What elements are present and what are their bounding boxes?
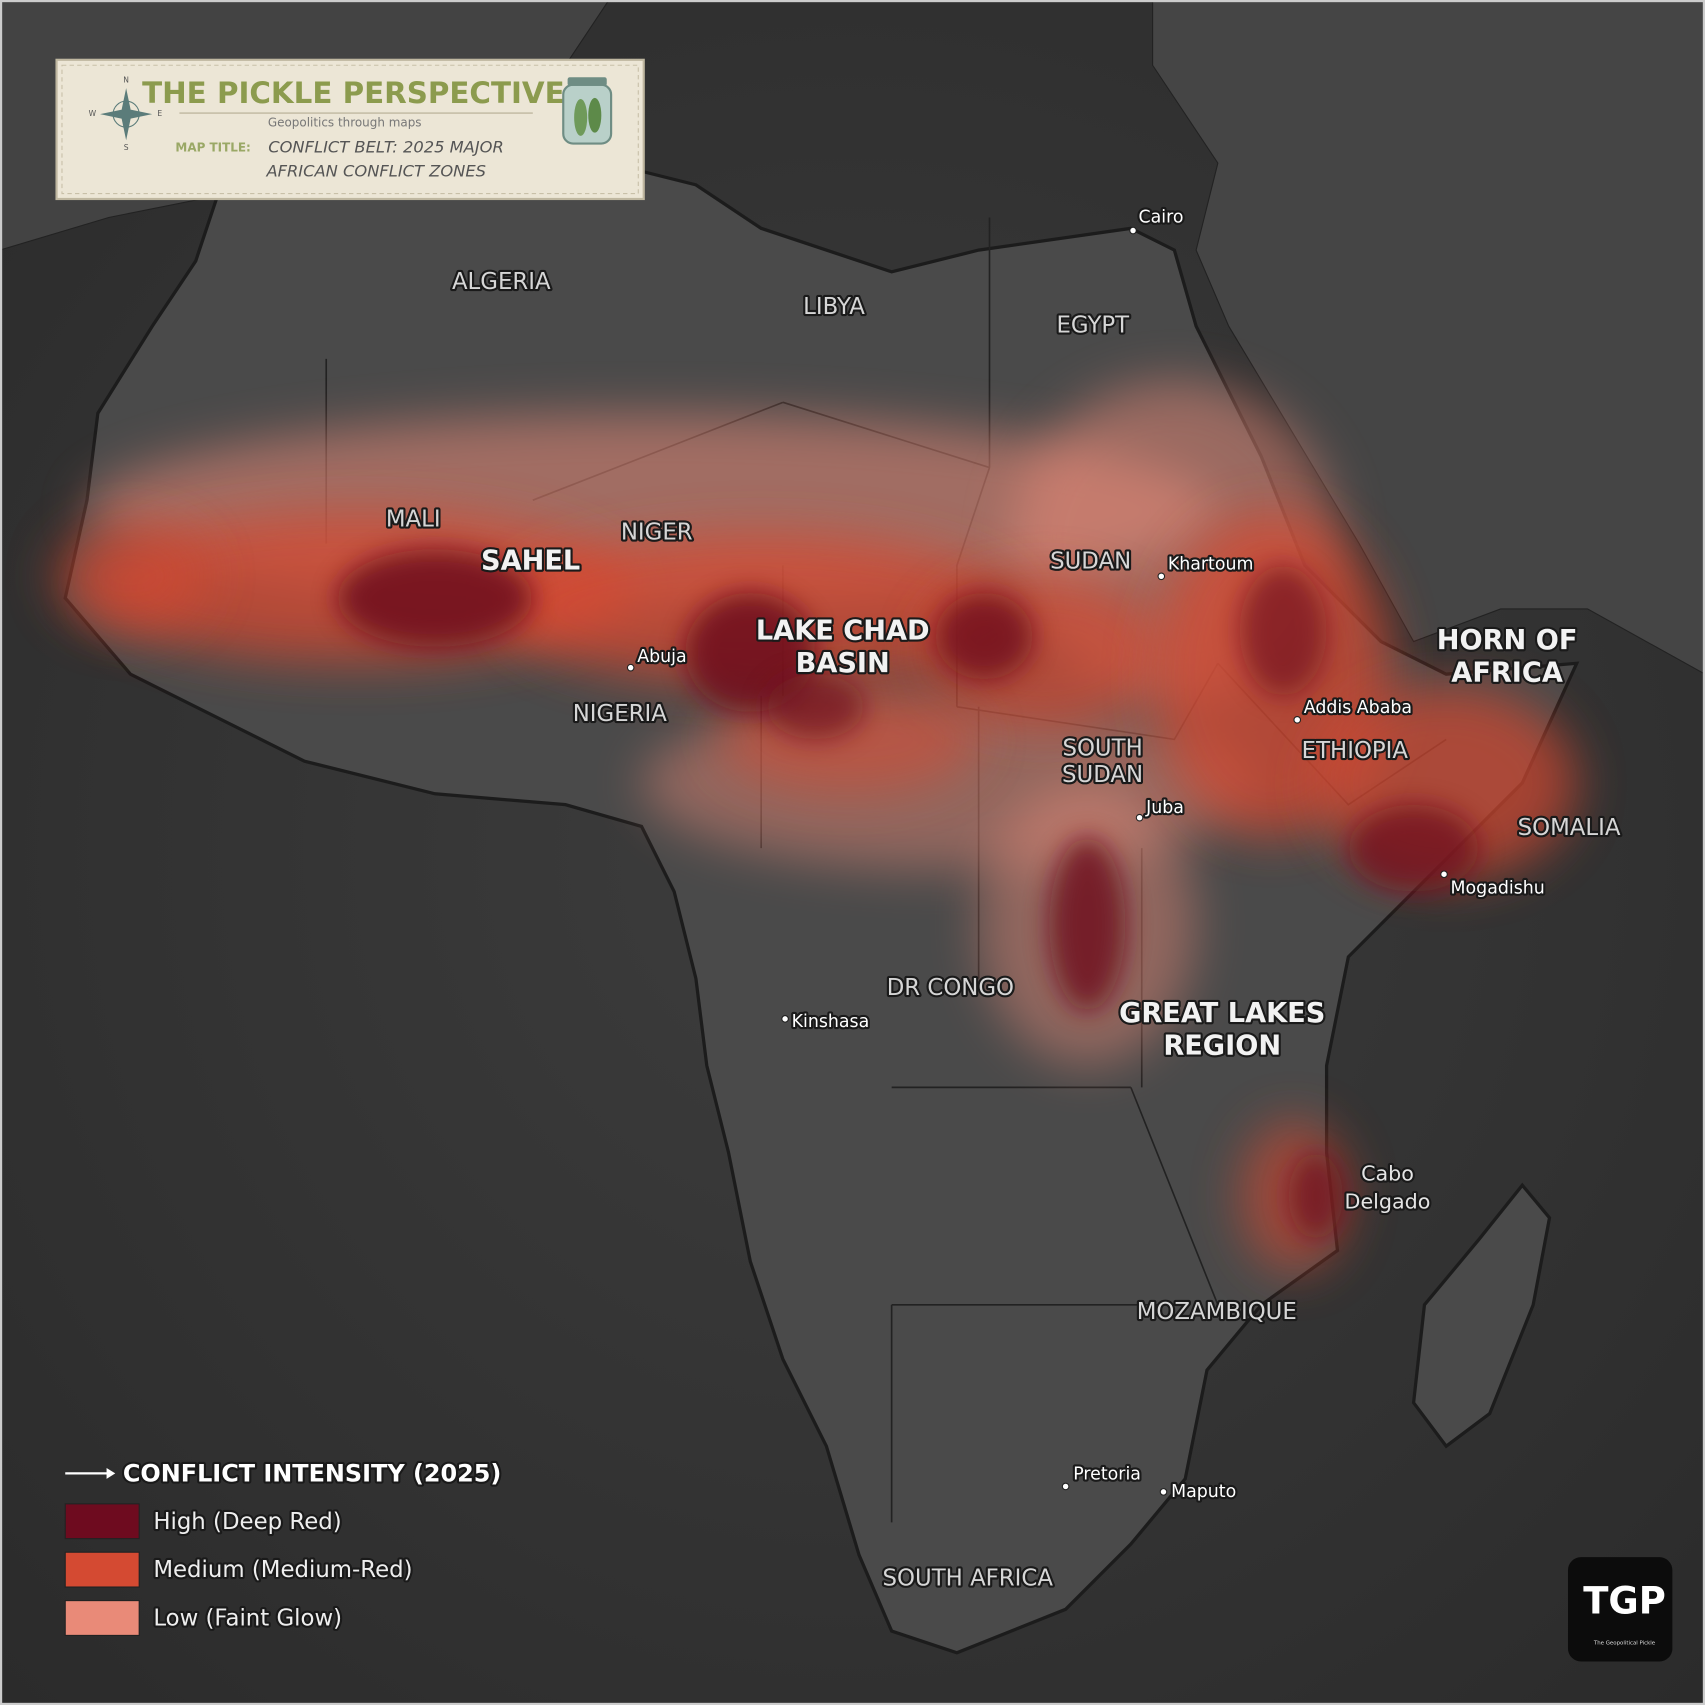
city-dot	[1159, 1488, 1168, 1496]
panel-frame	[61, 64, 639, 195]
country-label: SUDAN	[1050, 549, 1131, 575]
country-label: LIBYA	[803, 294, 865, 320]
city-label: Mogadishu	[1451, 878, 1545, 898]
country-label: MOZAMBIQUE	[1137, 1299, 1297, 1325]
legend-swatch	[64, 1551, 140, 1588]
city-label: Maputo	[1171, 1482, 1236, 1502]
region-label: Cabo	[1361, 1161, 1414, 1185]
city-dot	[1157, 572, 1166, 581]
heat-blob	[766, 674, 865, 740]
map-title: AFRICAN CONFLICT ZONES	[265, 161, 486, 180]
jar-icon	[562, 77, 613, 145]
legend-label: Medium (Medium-Red)	[153, 1557, 412, 1583]
logo-text: TGP	[1583, 1579, 1666, 1622]
compass-letter: S	[124, 143, 129, 152]
heat-blob	[1348, 804, 1479, 892]
region-label: REGION	[1163, 1031, 1281, 1062]
heat-blob	[935, 592, 1034, 680]
heat-blob	[1239, 565, 1327, 696]
region-label: GREAT LAKES	[1119, 998, 1325, 1029]
country-label: EGYPT	[1056, 313, 1130, 339]
city-label: Pretoria	[1073, 1464, 1141, 1484]
city-dot	[1293, 716, 1302, 724]
city-label: Addis Ababa	[1304, 698, 1412, 718]
region-label: Delgado	[1345, 1190, 1431, 1214]
country-label: DR CONGO	[887, 975, 1014, 1001]
header-title: THE PICKLE PERSPECTIVE	[142, 76, 565, 110]
conflict-heat	[54, 380, 1577, 1273]
region-label: SAHEL	[481, 546, 580, 577]
labels: ALGERIA LIBYA EGYPT MALI NIGER SUDAN NIGERIA SO…	[384, 205, 1623, 1593]
city-dot	[1061, 1482, 1070, 1491]
region-label: LAKE CHAD	[756, 615, 930, 646]
legend-title: CONFLICT INTENSITY (2025)	[123, 1459, 502, 1487]
map-title: CONFLICT BELT: 2025 MAJOR	[268, 137, 504, 156]
country-label: NIGER	[621, 519, 693, 545]
country-label: MALI	[386, 506, 441, 532]
city-dot	[781, 1015, 789, 1023]
city-label: Kinshasa	[792, 1012, 870, 1032]
legend-swatch	[64, 1503, 140, 1540]
logo-caption: The Geopolitical Pickle	[1593, 1641, 1656, 1647]
heat-blob	[337, 549, 533, 647]
compass: N E S W	[89, 75, 163, 151]
city-dot	[1135, 813, 1144, 822]
header-subtitle: Geopolitics through maps	[268, 115, 422, 129]
country-label: NIGERIA	[573, 701, 668, 727]
country-label: SUDAN	[1062, 762, 1143, 788]
legend-label: Low (Faint Glow)	[153, 1606, 342, 1632]
city-label: Juba	[1145, 798, 1184, 818]
compass-letter: N	[123, 75, 129, 84]
panel-bg	[55, 58, 645, 201]
country-label: SOUTH AFRICA	[883, 1565, 1054, 1591]
city-label: Cairo	[1138, 207, 1183, 227]
legend: CONFLICT INTENSITY (2025) High (Deep Red…	[64, 1457, 504, 1636]
compass-letter: W	[89, 109, 97, 118]
country-label: ALGERIA	[452, 269, 551, 295]
legend-items: High (Deep Red) Medium (Medium-Red) Low (F…	[64, 1503, 415, 1636]
country-label: ETHIOPIA	[1302, 738, 1409, 764]
heat-blob	[1049, 837, 1126, 1012]
city-dot	[626, 663, 635, 672]
madagascar	[1411, 1182, 1552, 1449]
country-label: SOMALIA	[1518, 815, 1621, 841]
city-label: Abuja	[637, 647, 686, 667]
city-dot	[1129, 226, 1137, 235]
region-label: HORN OF	[1437, 625, 1578, 656]
country-label: SOUTH	[1062, 736, 1142, 762]
compass-letter: E	[157, 109, 162, 118]
region-label: BASIN	[796, 648, 890, 679]
heat-blob	[1288, 1152, 1343, 1240]
legend-label: High (Deep Red)	[153, 1509, 341, 1535]
logo-bg	[1567, 1557, 1673, 1662]
header-panel: N E S W THE PICKLE PERSPECTIVE Geopoliti…	[55, 58, 645, 201]
city-dot	[1440, 870, 1448, 879]
heat-blob	[685, 592, 816, 713]
city-label: Khartoum	[1168, 554, 1254, 574]
region-label: AFRICA	[1451, 658, 1563, 689]
map-title-label: MAP TITLE:	[175, 140, 250, 154]
logo: TGP The Geopolitical Pickle	[1567, 1557, 1673, 1662]
legend-swatch	[64, 1600, 140, 1636]
legend-arrowhead	[106, 1467, 116, 1479]
heat-blob	[54, 521, 207, 631]
